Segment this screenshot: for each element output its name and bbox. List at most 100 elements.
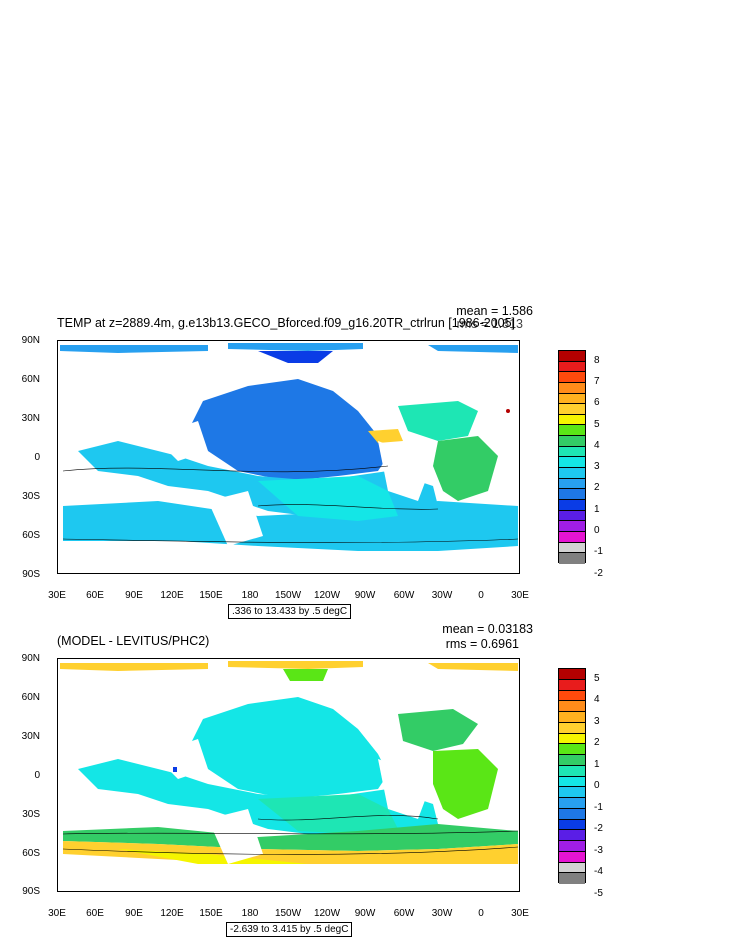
lon-label: 60E [86, 590, 104, 601]
lon-label: 30W [431, 590, 453, 601]
colorbar-swatch [559, 404, 585, 415]
colorbar-swatch [559, 351, 585, 362]
lon-label: 30E [48, 908, 66, 919]
contour-info: -2.639 to 3.415 by .5 degC [226, 922, 353, 937]
colorbar-label: 2 [594, 482, 600, 494]
lon-label: 120E [160, 908, 184, 919]
colorbar-swatch [559, 414, 585, 426]
colorbar-swatch [559, 531, 585, 543]
map-plot [57, 340, 520, 574]
lon-label: 150E [199, 590, 223, 601]
lat-label: 60S [22, 848, 40, 859]
colorbar-swatch [559, 669, 585, 680]
colorbar-label: 3 [594, 715, 600, 727]
lat-label: 60N [21, 692, 40, 703]
lon-label: 30E [511, 590, 529, 601]
rms-value: rms = 0.6961 [445, 637, 519, 651]
lat-label: 30S [22, 491, 40, 502]
colorbar-swatch [559, 862, 585, 874]
colorbar-swatch [559, 478, 585, 490]
colorbar-label: 0 [594, 525, 600, 537]
colorbar-swatch [559, 457, 585, 469]
lon-label: 180 [241, 908, 259, 919]
lon-label: 30E [48, 590, 66, 601]
colorbar-swatch [559, 382, 585, 394]
colorbar-swatch [559, 830, 585, 841]
colorbar-swatch [559, 808, 585, 820]
colorbar-label: -1 [594, 546, 603, 558]
lat-label: 60N [21, 374, 40, 385]
colorbar-swatch [559, 542, 585, 554]
temperature-difference-map [60, 661, 518, 864]
lat-label: 90N [21, 335, 40, 346]
colorbar-label: 4 [594, 439, 600, 451]
colorbar-swatch [559, 841, 585, 852]
lon-label: 150W [274, 590, 302, 601]
lon-label: 60W [393, 908, 415, 919]
colorbar-swatch [559, 510, 585, 522]
colorbar-swatch [559, 755, 585, 766]
lat-label: 90S [22, 569, 40, 580]
colorbar-swatch [559, 873, 585, 884]
colorbar-swatch [559, 744, 585, 755]
colorbar [558, 668, 586, 884]
colorbar-swatch [559, 446, 585, 458]
lon-label: 0 [478, 908, 484, 919]
colorbar-label: -5 [594, 887, 603, 899]
colorbar-label: 5 [594, 418, 600, 430]
colorbar-swatch [559, 798, 585, 809]
lat-label: 30N [21, 731, 40, 742]
lon-label: 120W [313, 590, 341, 601]
colorbar-label: -1 [594, 801, 603, 813]
colorbar-label: 8 [594, 354, 600, 366]
colorbar-label: -2 [594, 567, 603, 579]
lon-label: 180 [241, 590, 259, 601]
colorbar-swatch [559, 372, 585, 383]
colorbar-swatch [559, 436, 585, 447]
lon-label: 0 [478, 590, 484, 601]
lon-label: 90W [354, 908, 376, 919]
lat-label: 90S [22, 886, 40, 897]
colorbar-swatch [559, 361, 585, 373]
colorbar-swatch [559, 712, 585, 723]
colorbar-swatch [559, 776, 585, 788]
map-plot [57, 658, 520, 892]
colorbar-swatch [559, 819, 585, 831]
mean-value: mean = 1.586 [456, 304, 533, 318]
lon-label: 90W [354, 590, 376, 601]
ocean-temperature-map [60, 343, 518, 551]
colorbar-swatch [559, 521, 585, 532]
lat-label: 0 [34, 452, 40, 463]
colorbar-label: 3 [594, 461, 600, 473]
plot-title: TEMP at z=2889.4m, g.e13b13.GECO_Bforced… [57, 316, 516, 330]
lon-label: 120W [313, 908, 341, 919]
colorbar-swatch [559, 468, 585, 479]
lon-label: 60E [86, 908, 104, 919]
colorbar-label: 5 [594, 672, 600, 684]
rms-value: rms = 1.813 [456, 317, 523, 331]
colorbar-swatch [559, 553, 585, 564]
colorbar-label: 4 [594, 694, 600, 706]
lon-label: 120E [160, 590, 184, 601]
lat-label: 30N [21, 413, 40, 424]
colorbar-label: 1 [594, 503, 600, 515]
lat-label: 0 [34, 770, 40, 781]
lat-label: 60S [22, 530, 40, 541]
plot-title: (MODEL - LEVITUS/PHC2) [57, 634, 210, 648]
lon-label: 90E [125, 908, 143, 919]
colorbar-swatch [559, 765, 585, 777]
colorbar-swatch [559, 425, 585, 437]
colorbar-label: 2 [594, 737, 600, 749]
colorbar-label: -3 [594, 844, 603, 856]
colorbar-swatch [559, 787, 585, 798]
colorbar-label: 1 [594, 758, 600, 770]
lon-label: 150W [274, 908, 302, 919]
colorbar-swatch [559, 701, 585, 712]
colorbar-swatch [559, 733, 585, 745]
contour-info: .336 to 13.433 by .5 degC [228, 604, 352, 619]
colorbar [558, 350, 586, 564]
colorbar-swatch [559, 851, 585, 863]
colorbar-swatch [559, 499, 585, 511]
colorbar-swatch [559, 722, 585, 734]
colorbar-label: 6 [594, 397, 600, 409]
